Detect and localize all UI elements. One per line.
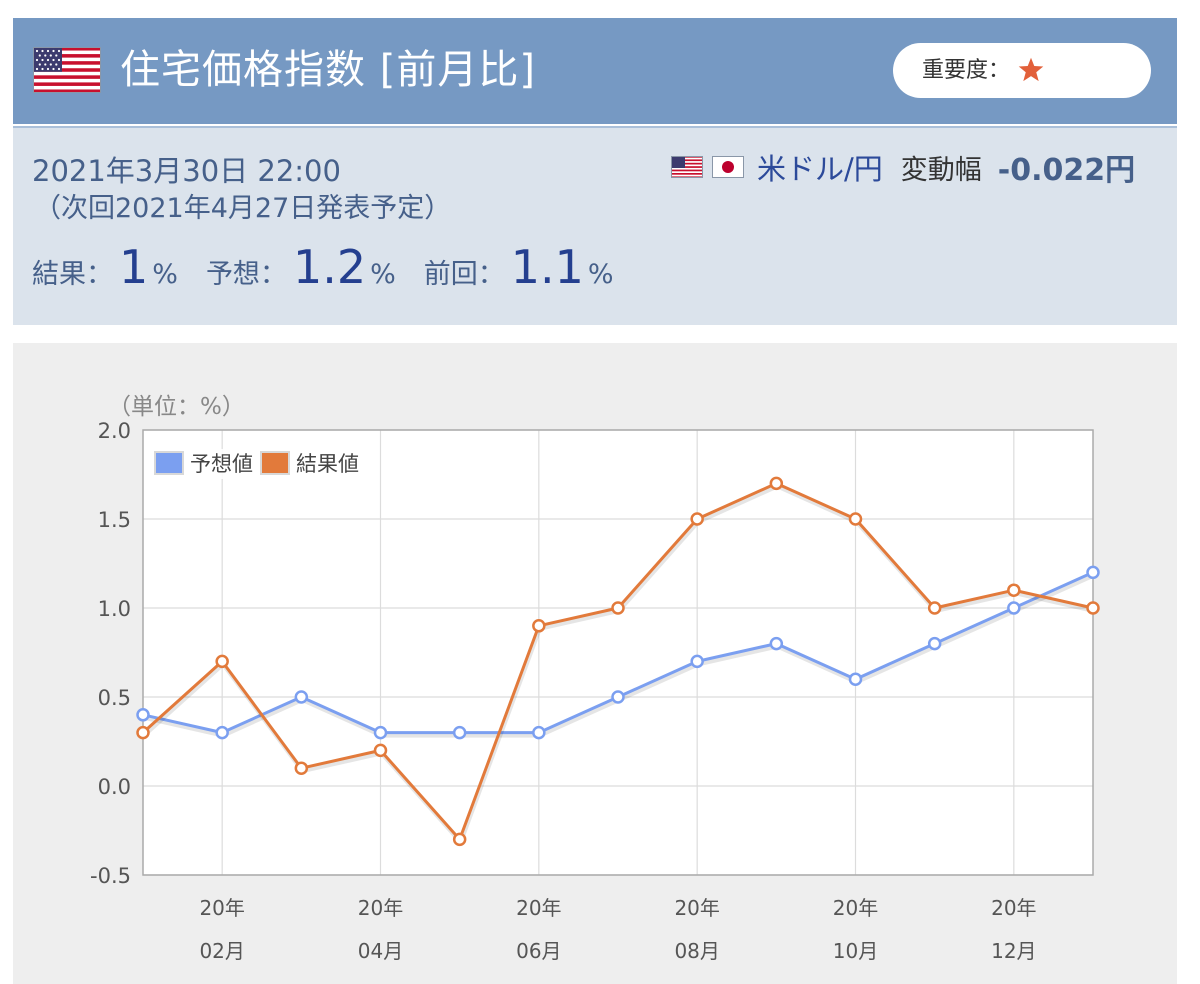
- release-info: 2021年3月30日 22:00 （次回2021年4月27日発表予定） 米ドル/…: [13, 126, 1177, 325]
- previous-percent: %: [587, 259, 614, 290]
- data-point-1: [294, 761, 309, 775]
- y-tick-label: 2.0: [98, 419, 131, 443]
- indicator-header: 住宅価格指数 [前月比] 重要度：: [13, 18, 1177, 124]
- data-point-1: [1007, 583, 1021, 597]
- data-point-1: [1086, 601, 1100, 615]
- line-chart: 2.0 1.5 1.0 0.5 0.0 -0.5 20年 02月 20年 04月 20年 06月 20年…: [90, 419, 1100, 963]
- currency-pair: 米ドル/円 変動幅 -0.022円: [671, 148, 1136, 188]
- data-point-1: [532, 619, 546, 633]
- data-point-1: [690, 512, 704, 526]
- data-point-1: [452, 832, 467, 847]
- importance-badge: 重要度：: [893, 43, 1151, 98]
- legend-background: [151, 449, 366, 479]
- y-tick-label: 1.0: [98, 597, 131, 621]
- result-label: 結果：: [32, 259, 113, 290]
- legend-label: 予想値: [190, 452, 253, 476]
- us-flag-icon: [33, 47, 101, 93]
- data-point-0: [532, 725, 546, 740]
- data-point-0: [136, 708, 150, 722]
- x-tick-month: 06月: [516, 939, 561, 963]
- data-point-1: [611, 601, 625, 615]
- x-tick-month: 02月: [199, 939, 244, 963]
- previous-value: 1.1: [510, 240, 584, 294]
- data-point-0: [294, 690, 309, 704]
- data-point-0: [848, 672, 863, 686]
- chart-legend: 予想値 結果値: [151, 449, 366, 479]
- y-tick-label: -0.5: [90, 864, 131, 888]
- data-point-1: [927, 601, 942, 615]
- importance-label: 重要度：: [922, 58, 1011, 83]
- x-tick-year: 20年: [833, 896, 878, 920]
- data-point-0: [373, 725, 388, 740]
- legend-swatch: [154, 451, 184, 475]
- release-date: 2021年3月30日 22:00: [32, 154, 341, 188]
- x-tick-month: 10月: [833, 939, 878, 963]
- data-point-1: [373, 743, 388, 758]
- plot-background: [143, 430, 1093, 875]
- data-point-0: [927, 636, 942, 651]
- data-point-1: [769, 476, 784, 491]
- legend-label: 結果値: [296, 452, 359, 476]
- x-tick-year: 20年: [674, 896, 719, 920]
- chart-area: （単位：%） 2.0 1.5 1.0 0.5 0.0 -0.5 20年 02月 20年 04月 20…: [13, 343, 1177, 984]
- y-tick-label: 0.0: [98, 775, 131, 799]
- data-point-0: [1086, 565, 1100, 580]
- data-point-0: [1007, 601, 1021, 615]
- currency-pair-link[interactable]: 米ドル/円: [757, 152, 883, 186]
- x-tick-month: 08月: [674, 939, 719, 963]
- data-point-1: [215, 654, 229, 669]
- x-tick-month: 12月: [991, 939, 1036, 963]
- data-point-0: [215, 725, 229, 740]
- data-point-0: [769, 636, 784, 651]
- star-icon: [1018, 57, 1044, 82]
- y-tick-label: 0.5: [98, 686, 131, 710]
- result-value: 1: [119, 240, 149, 294]
- data-point-0: [611, 690, 625, 704]
- data-point-1: [136, 725, 150, 740]
- data-point-1: [848, 512, 863, 526]
- x-tick-year: 20年: [516, 896, 561, 920]
- jp-flag-icon: [712, 156, 744, 178]
- page-title: 住宅価格指数 [前月比]: [120, 47, 536, 93]
- data-point-0: [452, 725, 467, 740]
- x-tick-year: 20年: [358, 896, 403, 920]
- x-tick-year: 20年: [199, 896, 244, 920]
- x-tick-month: 04月: [358, 939, 403, 963]
- us-flag-icon: [671, 156, 703, 178]
- change-label: 変動幅: [900, 154, 982, 186]
- y-tick-label: 1.5: [98, 508, 131, 532]
- legend-swatch: [260, 451, 290, 475]
- next-release: （次回2021年4月27日発表予定）: [34, 193, 452, 224]
- forecast-label: 予想：: [205, 259, 287, 290]
- forecast-percent: %: [370, 259, 396, 290]
- previous-label: 前回：: [423, 259, 505, 290]
- change-value: -0.022円: [997, 153, 1136, 188]
- chart-unit-label: （単位：%）: [108, 394, 245, 420]
- result-percent: %: [152, 259, 178, 290]
- forecast-value: 1.2: [292, 240, 367, 294]
- x-tick-year: 20年: [991, 896, 1036, 920]
- data-point-0: [690, 654, 704, 669]
- results-row: 結果： 1 % 予想： 1.2 % 前回： 1.1 %: [32, 240, 614, 300]
- plot-border: [142, 429, 1094, 876]
